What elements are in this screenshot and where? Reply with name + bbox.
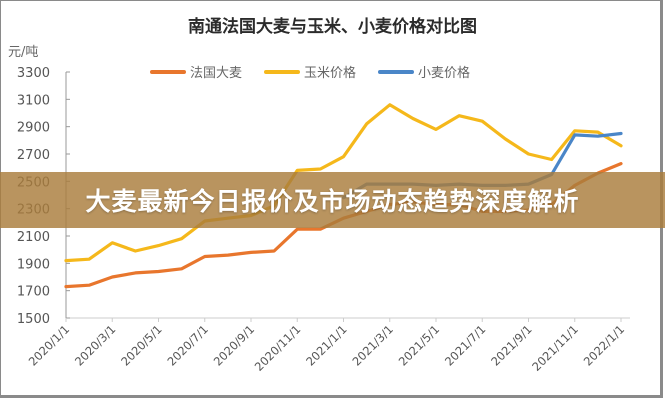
x-tick-label: 2021/7/1: [442, 322, 488, 368]
x-tick-label: 2021/3/1: [349, 322, 395, 368]
y-tick-label: 2700: [17, 148, 50, 163]
x-tick-label: 2022/1/1: [581, 322, 627, 368]
headline-text: 大麦最新今日报价及市场动态趋势深度解析: [85, 187, 580, 216]
x-tick-label: 2020/9/1: [211, 322, 257, 368]
x-tick-label: 2020/5/1: [118, 322, 164, 368]
y-tick-label: 3100: [17, 93, 50, 108]
x-tick-label: 2021/1/1: [303, 322, 349, 368]
series-line-1: [64, 103, 623, 263]
x-tick-label: 2021/11/1: [529, 322, 581, 374]
legend-swatch-corn: [264, 69, 301, 74]
legend-item-barley: 法国大麦: [150, 62, 242, 81]
chart-title: 南通法国大麦与玉米、小麦价格对比图: [188, 17, 477, 37]
x-tick-label: 2020/11/1: [252, 322, 304, 374]
x-tick-label: 2020/7/1: [164, 322, 210, 368]
chart-legend: 法国大麦 玉米价格 小麦价格: [150, 62, 470, 81]
y-tick-label: 1900: [17, 257, 50, 272]
legend-label-corn: 玉米价格: [304, 66, 357, 81]
legend-item-wheat: 小麦价格: [378, 62, 470, 81]
y-tick-label: 1700: [17, 285, 50, 300]
headline-banner: 大麦最新今日报价及市场动态趋势深度解析: [0, 172, 665, 228]
y-axis-label: 元/吨: [8, 45, 38, 60]
legend-swatch-barley: [150, 69, 186, 74]
y-tick-label: 2100: [17, 230, 50, 245]
x-tick-label: 2020/3/1: [72, 322, 118, 368]
y-tick-label: 1500: [17, 312, 50, 327]
legend-label-barley: 法国大麦: [190, 66, 243, 81]
y-tick-label: 2900: [17, 121, 50, 136]
y-tick-label: 3300: [17, 66, 50, 81]
legend-label-wheat: 小麦价格: [418, 66, 471, 81]
x-tick-label: 2021/5/1: [396, 322, 442, 368]
x-tick-label: 2020/1/1: [26, 322, 72, 368]
x-tick-label: 2021/9/1: [488, 322, 534, 368]
legend-swatch-wheat: [378, 69, 415, 74]
legend-item-corn: 玉米价格: [264, 62, 356, 81]
